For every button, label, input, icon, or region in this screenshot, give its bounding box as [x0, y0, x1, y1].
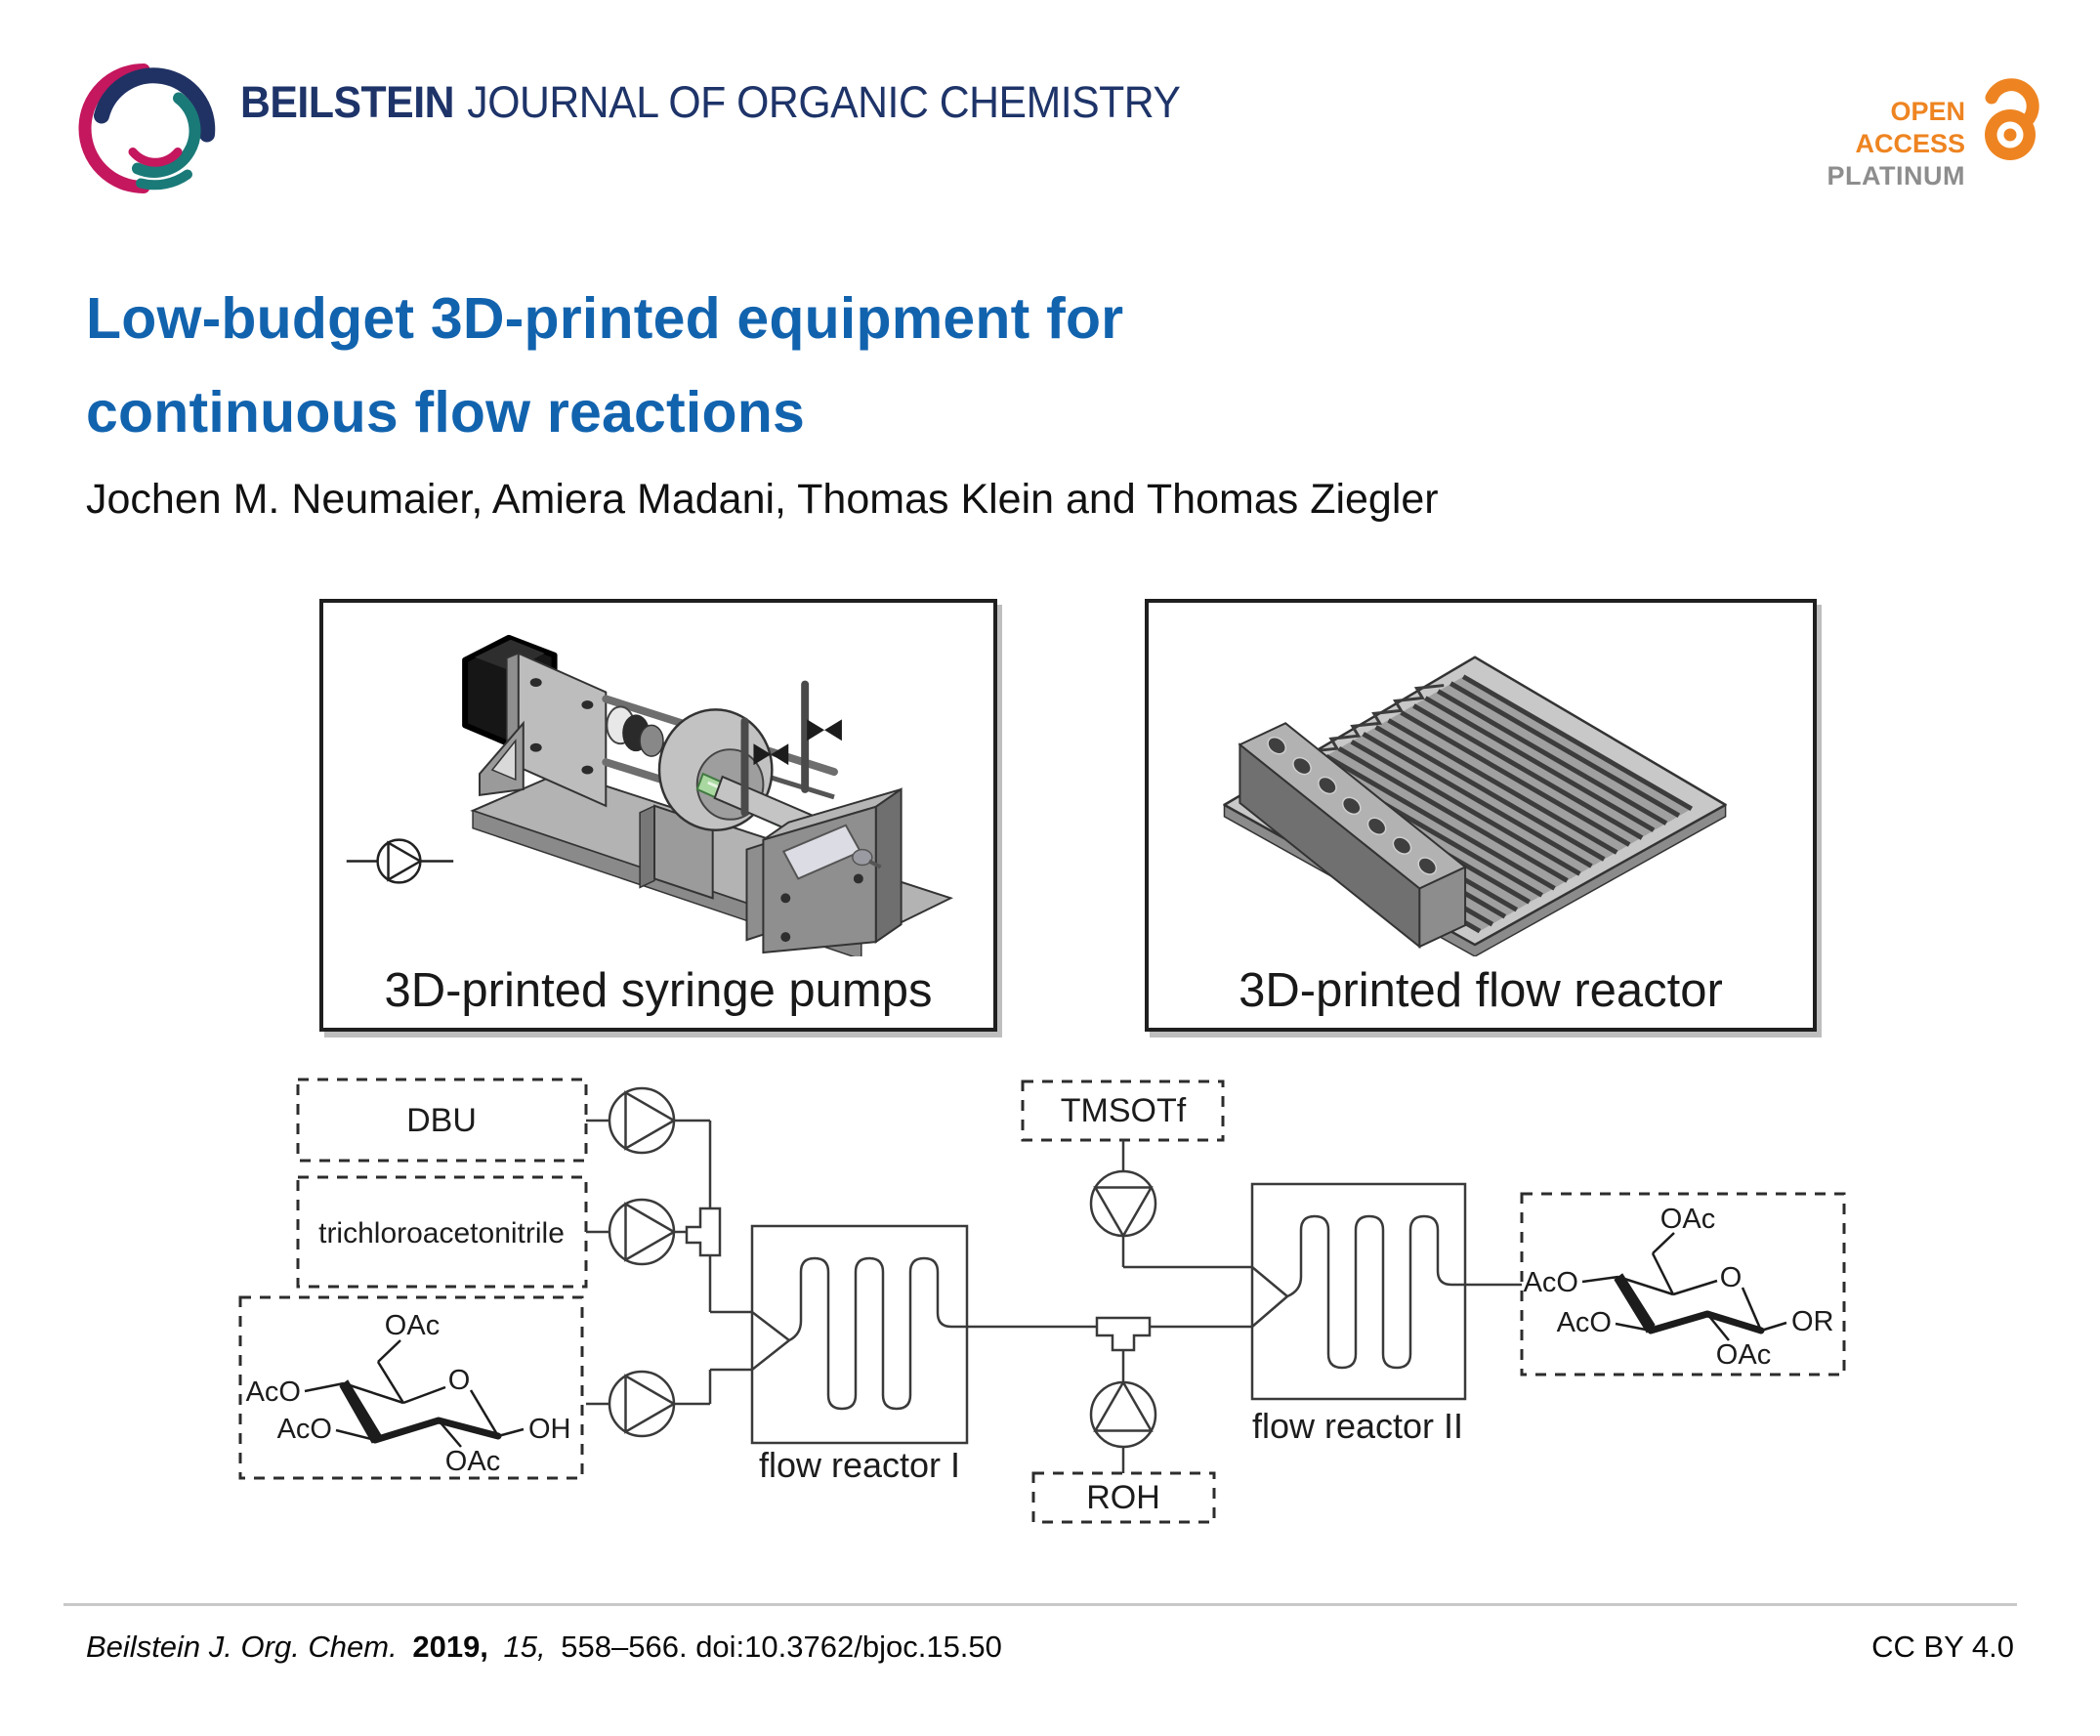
roh-box: [1031, 1471, 1216, 1524]
flow-reactor-1: [750, 1224, 969, 1445]
journal-name-bold: BEILSTEIN: [240, 77, 455, 127]
flow-reactor-illustration: [1223, 656, 1727, 956]
product-aco-upper: AcO: [1524, 1267, 1578, 1298]
open-access-text: OPEN ACCESS PLATINUM: [1827, 66, 1965, 192]
product-anomeric: OR: [1791, 1306, 1834, 1337]
open-access-badge: OPEN ACCESS PLATINUM: [1827, 66, 2051, 192]
wing-nut: [753, 743, 789, 766]
logo-teal-tail: [136, 169, 192, 191]
authors-line: Jochen M. Neumaier, Amiera Madani, Thoma…: [86, 476, 1439, 523]
flow-reactor-2: [1250, 1182, 1467, 1401]
open-access-line3: PLATINUM: [1827, 161, 1965, 191]
reactant-aco-lower: AcO: [277, 1414, 332, 1445]
serpentine-1: [788, 1256, 967, 1411]
tubing-lines: [586, 1119, 1522, 1473]
journal-name: BEILSTEIN JOURNAL OF ORGANIC CHEMISTRY: [240, 0, 1181, 205]
reactant-oac-bottom: OAc: [445, 1446, 500, 1477]
product-oac-top: OAc: [1660, 1204, 1715, 1235]
pump-icon-dbu: [608, 1086, 677, 1155]
citation-pages-doi: 558–566. doi:10.3762/bjoc.15.50: [561, 1630, 1002, 1664]
dbu-box: [296, 1078, 588, 1163]
title-line-1: Low-budget 3D-printed equipment for: [86, 286, 1124, 351]
citation: Beilstein J. Org. Chem. 2019, 15, 558–56…: [86, 1630, 1009, 1665]
trichloroacetonitrile-label: trichloroacetonitrile: [318, 1217, 565, 1249]
t-junction-1: [685, 1207, 722, 1257]
pump-symbol-icon: [346, 838, 454, 884]
reactant-ring-o: O: [448, 1365, 471, 1396]
citation-journal: Beilstein J. Org. Chem.: [86, 1630, 398, 1664]
connector-bar: [1238, 722, 1467, 950]
dbu-label: DBU: [406, 1102, 477, 1139]
product-structure-labels: OAc AcO AcO O OR OAc: [1524, 1204, 1834, 1371]
footer: Beilstein J. Org. Chem. 2019, 15, 558–56…: [86, 1630, 2014, 1665]
title-line-2: continuous flow reactions: [86, 380, 805, 445]
reactant-oac-top: OAc: [385, 1310, 440, 1341]
figure-caption-syringe: 3D-printed syringe pumps: [384, 964, 933, 1017]
logo-teal-arc: [132, 92, 201, 178]
pump-icon-trichloroacetonitrile: [608, 1198, 677, 1266]
license-badge: CC BY 4.0: [1871, 1630, 2014, 1664]
tmsotf-label: TMSOTf: [1061, 1092, 1187, 1129]
citation-year: 2019,: [412, 1630, 488, 1664]
port-holes: [1267, 736, 1438, 875]
flow-reactor-1-label: flow reactor I: [759, 1445, 960, 1485]
open-access-line1: OPEN: [1890, 97, 1965, 126]
wing-nut: [807, 719, 842, 741]
reactant-structure-labels: OAc AcO AcO O OH OAc: [246, 1310, 571, 1477]
figure-flow-reactor: 3D-printed flow reactor: [1145, 599, 1817, 1032]
support-gusset: [479, 720, 525, 797]
journal-name-rest: JOURNAL OF ORGANIC CHEMISTRY: [467, 77, 1181, 127]
product-aco-lower: AcO: [1557, 1307, 1612, 1338]
page-title: Low-budget 3D-printed equipment for cont…: [86, 272, 1123, 459]
serpentine-2: [1286, 1214, 1465, 1370]
t-junction-2: [1095, 1316, 1152, 1352]
open-access-line2: ACCESS: [1855, 129, 1965, 158]
logo-navy-arc: [94, 67, 216, 143]
product-structure: [1581, 1232, 1787, 1341]
pump-head-block: [762, 787, 903, 954]
footer-divider: [63, 1603, 2017, 1606]
reactant-anomeric: OH: [528, 1414, 571, 1445]
flow-reactor-2-label: flow reactor II: [1252, 1406, 1463, 1446]
pump-icon-sugar: [608, 1370, 677, 1438]
reactant-structure: [304, 1339, 525, 1448]
syringe-pump-illustration: [346, 634, 953, 956]
product-oac-bottom: OAc: [1716, 1339, 1771, 1371]
beilstein-logo-icon: [78, 64, 216, 193]
flow-scheme-diagram: DBU trichloroacetonitrile TMSOTf ROH: [238, 1078, 1846, 1524]
roh-label: ROH: [1086, 1479, 1160, 1516]
reactant-box: [238, 1295, 584, 1480]
reactant-aco-upper: AcO: [246, 1376, 301, 1408]
citation-volume: 15,: [503, 1630, 546, 1664]
pump-icon-roh: [1089, 1379, 1157, 1449]
pump-icon-tmsotf: [1089, 1169, 1157, 1239]
open-lock-icon: [1985, 78, 2039, 160]
figure-caption-reactor: 3D-printed flow reactor: [1239, 964, 1723, 1017]
figure-syringe-pumps: 3D-printed syringe pumps: [319, 599, 997, 1032]
product-box: [1520, 1192, 1846, 1376]
product-ring-o: O: [1720, 1262, 1743, 1293]
logo-pink-tail: [128, 148, 183, 167]
logo-pink-arc: [78, 64, 150, 193]
